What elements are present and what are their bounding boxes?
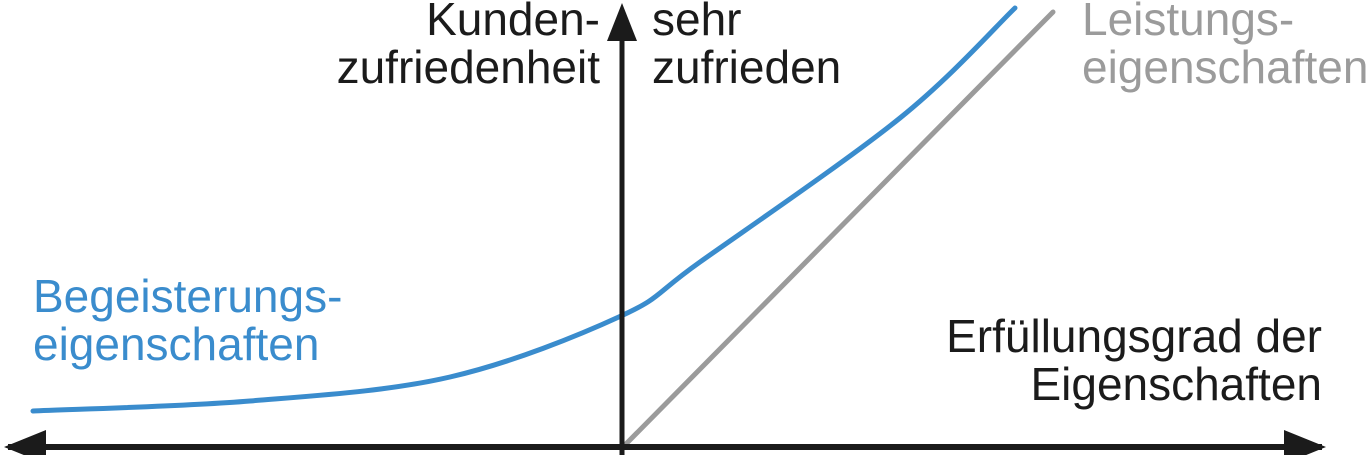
- y-axis-top-label-line2: zufrieden: [652, 41, 842, 93]
- y-axis-arrowhead-up: [607, 3, 637, 41]
- x-axis-arrowhead-left: [4, 430, 46, 455]
- axes: [4, 3, 1326, 455]
- y-axis-top-label: sehr zufrieden: [652, 0, 841, 91]
- performance-curve-label: Leistungs- eigenschaften: [1082, 0, 1366, 91]
- y-axis-top-label-line1: sehr: [652, 0, 742, 45]
- excitement-curve-label-line1: Begeisterungs-: [33, 270, 343, 322]
- y-axis-title-line2: zufriedenheit: [336, 41, 600, 93]
- x-axis-title: Erfüllungsgrad der Eigenschaften: [946, 312, 1322, 408]
- excitement-curve: [30, 5, 1018, 414]
- excitement-curve-label-line2: eigenschaften: [33, 318, 320, 370]
- x-axis-title-line1: Erfüllungsgrad der: [946, 310, 1322, 362]
- y-axis-title: Kunden- zufriedenheit: [337, 0, 600, 91]
- excitement-curve-label: Begeisterungs- eigenschaften: [33, 272, 342, 368]
- performance-curve-label-line1: Leistungs-: [1082, 0, 1295, 45]
- y-axis-title-line1: Kunden-: [426, 0, 600, 45]
- performance-line: [621, 9, 1056, 449]
- x-axis-arrowhead-right: [1284, 430, 1326, 455]
- performance-curve-label-line2: eigenschaften: [1082, 41, 1366, 93]
- x-axis-title-line2: Eigenschaften: [1030, 358, 1322, 410]
